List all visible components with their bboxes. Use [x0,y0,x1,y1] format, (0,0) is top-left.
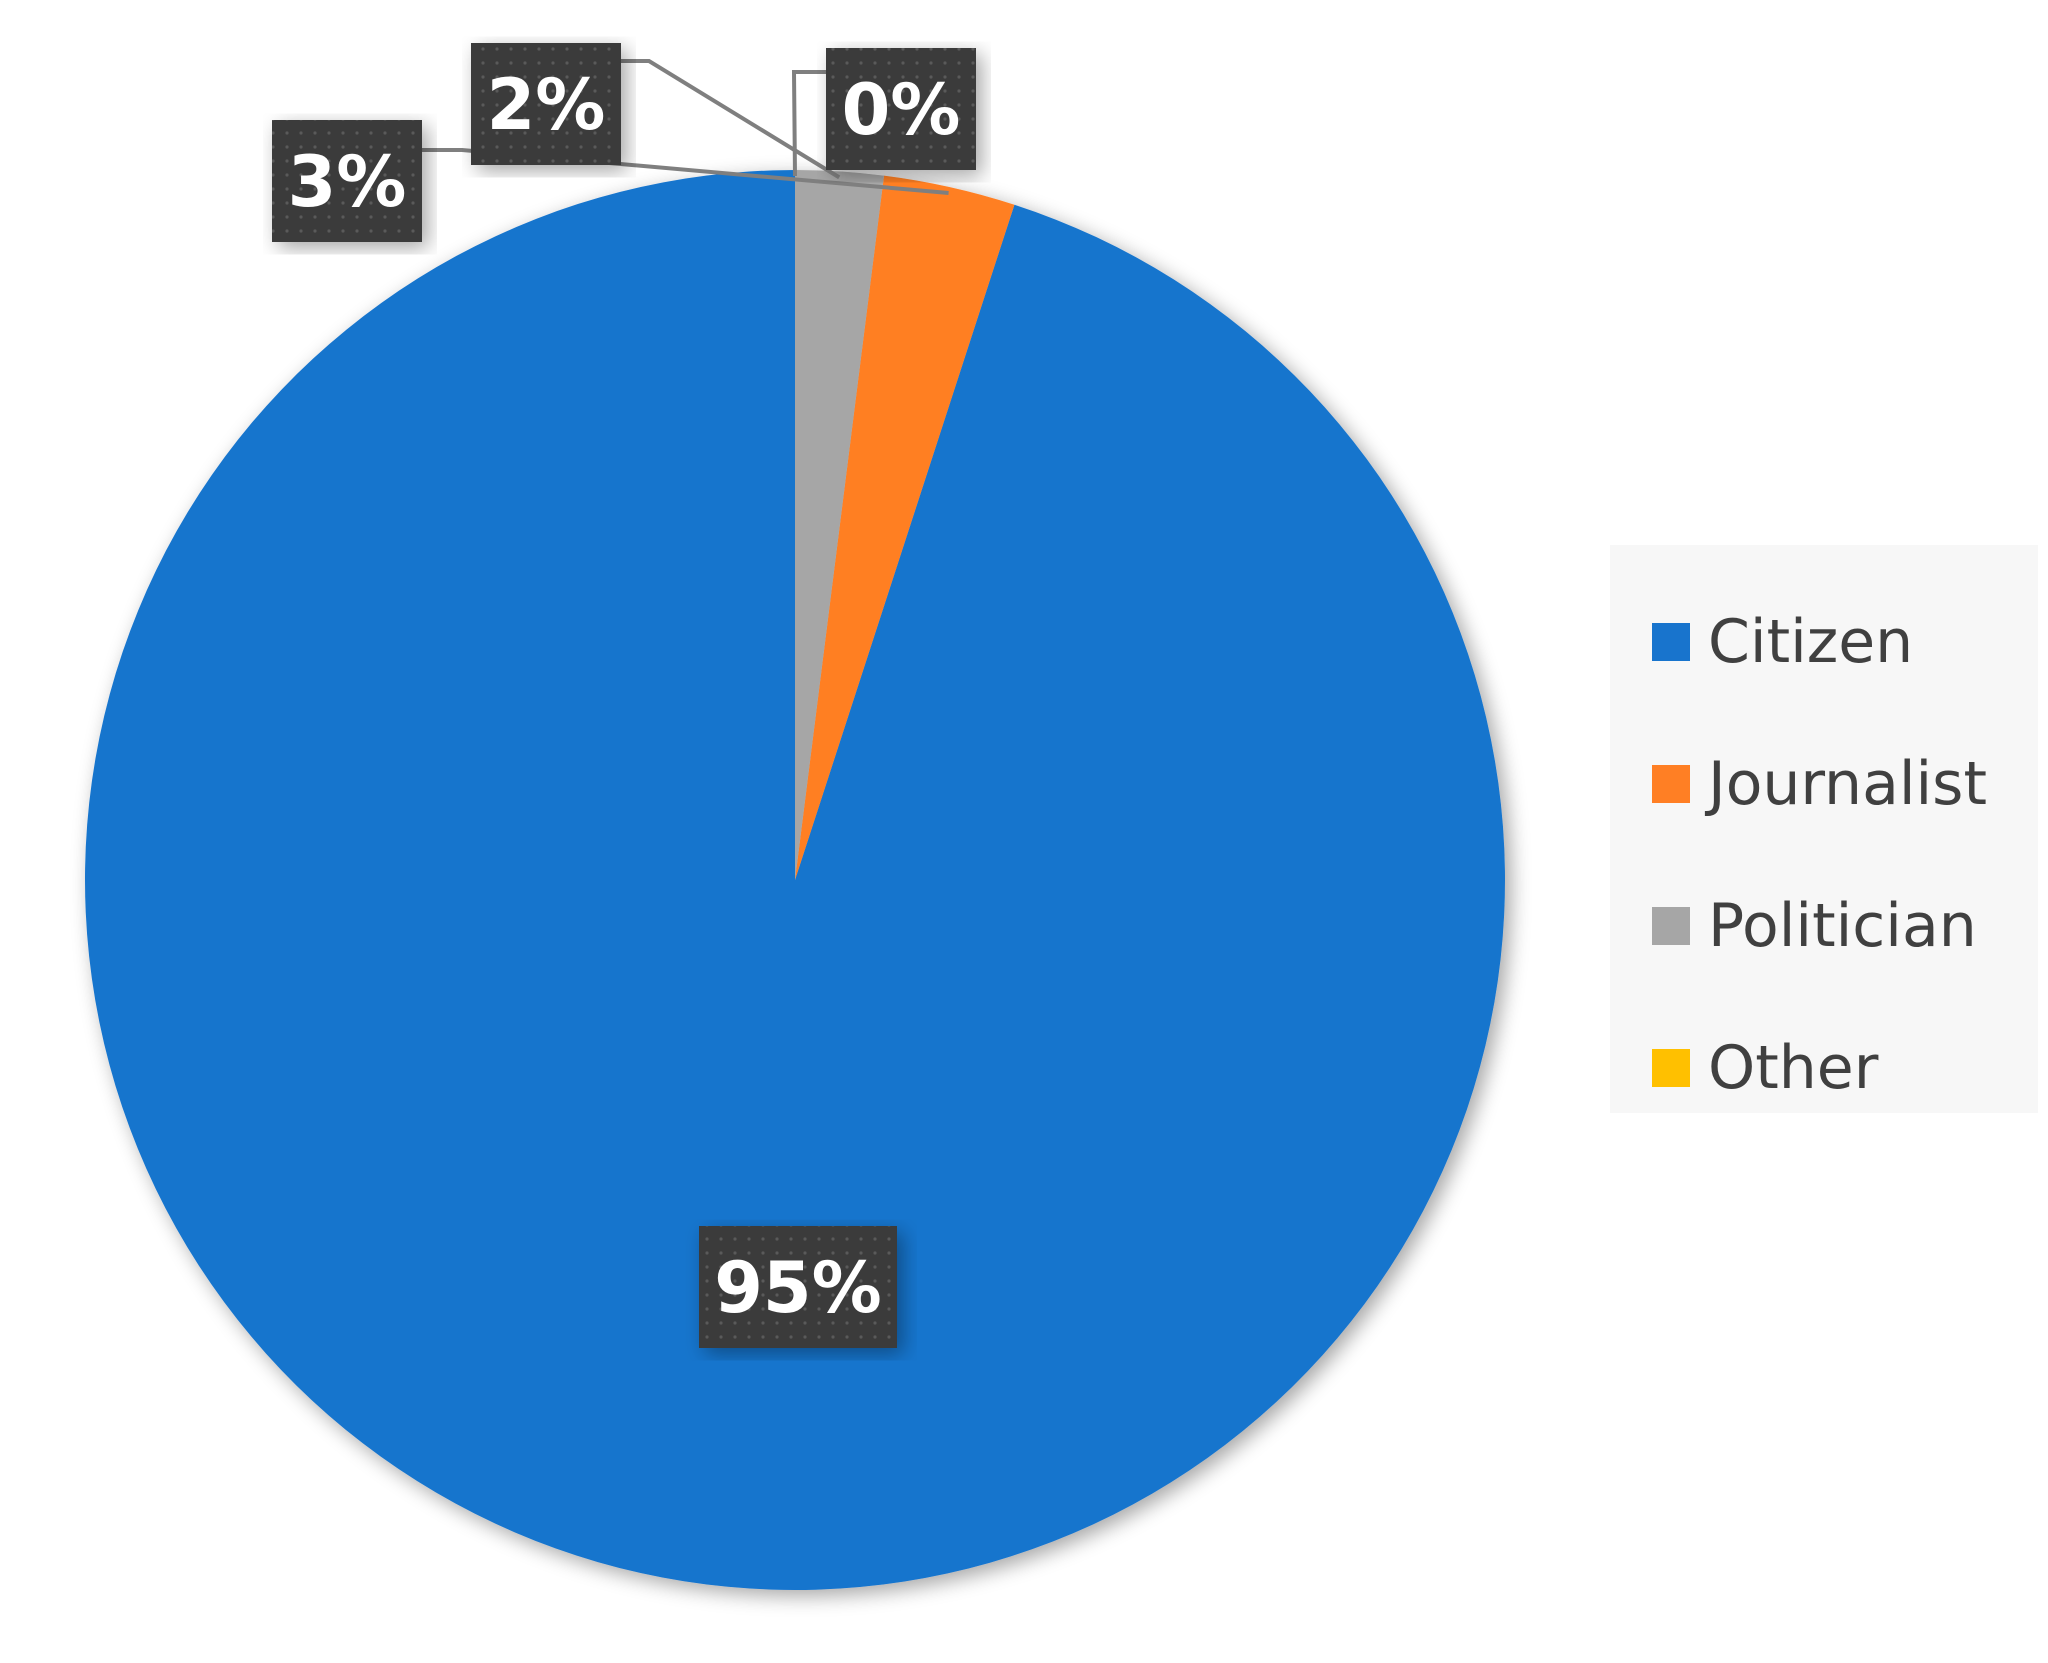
legend-label-journalist: Journalist [1708,749,1987,819]
data-label-politician: 2% [487,64,606,146]
leader-lines [422,59,949,195]
legend: Citizen Journalist Politician Other [1610,545,2038,1113]
legend-label-other: Other [1708,1033,1879,1103]
data-label-box-journalist [272,120,422,242]
data-label-citizen: 95% [714,1247,882,1329]
data-label-box-politician [471,43,621,165]
data-labels: 95% 3% 2% 0% [272,43,976,1348]
data-label-other: 0% [842,69,961,151]
pie-slice-politician [795,170,884,880]
data-label-box-other [826,48,976,170]
legend-item-citizen: Citizen [1652,571,2038,713]
legend-swatch-politician [1652,907,1690,945]
data-label-journalist: 3% [288,141,407,223]
leader-line-journalist [422,148,949,195]
legend-item-other: Other [1652,997,2038,1139]
legend-item-journalist: Journalist [1652,713,2038,855]
legend-item-politician: Politician [1652,855,2038,997]
leader-line-other [791,70,826,177]
legend-label-politician: Politician [1708,891,1977,961]
legend-swatch-citizen [1652,623,1690,661]
legend-swatch-journalist [1652,765,1690,803]
data-label-box-citizen [699,1226,897,1348]
leader-line-politician [621,59,841,180]
pie-slice-citizen [85,170,1506,1591]
legend-swatch-other [1652,1049,1690,1087]
pie-slices [85,170,1506,1591]
legend-label-citizen: Citizen [1708,607,1914,677]
pie-slice-journalist [795,175,1015,880]
